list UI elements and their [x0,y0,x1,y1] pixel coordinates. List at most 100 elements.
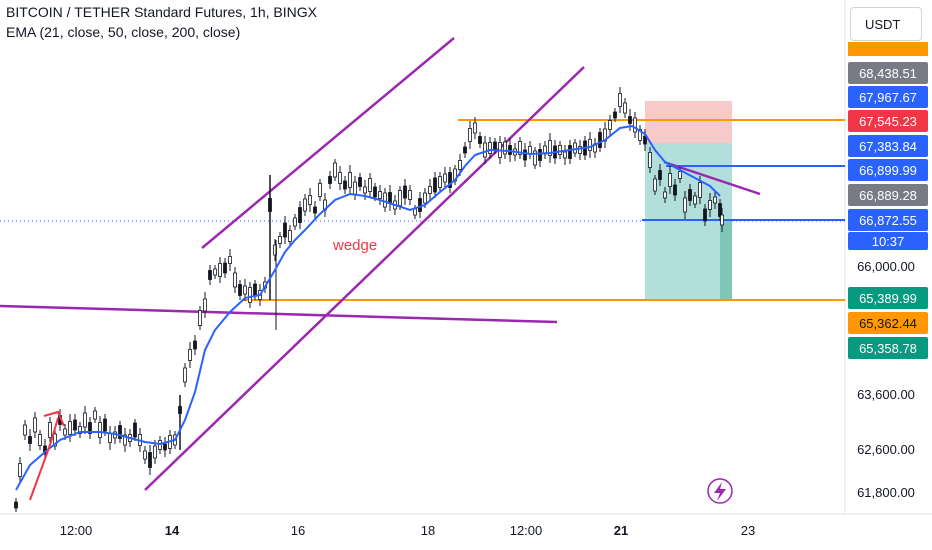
candle-body [718,203,722,217]
candle-body [463,146,467,154]
candle-body [683,197,687,213]
x-tick-label: 12:00 [60,523,93,538]
price-label-text: 67,967.67 [859,90,917,105]
candle-body [548,140,552,156]
candle-body [14,501,18,509]
candle-body [88,422,92,434]
candle-body [703,208,707,222]
candle-body [433,177,437,193]
candle-body [378,191,382,199]
candle-body [203,298,207,312]
candle-body [23,424,27,436]
candle-body [338,172,342,184]
candle-body [663,191,667,199]
price-label [848,135,928,157]
candle-body [573,142,577,154]
candle-body [720,214,724,226]
candle-body [623,102,627,114]
candle-body [418,198,422,212]
price-label-text: 65,389.99 [859,291,917,306]
candle-body [568,145,572,159]
candle-body [483,142,487,158]
candle-body [503,141,507,155]
channel-upper-line [201,37,455,249]
candle-body [408,190,412,200]
candle-body [608,120,612,130]
candle-body [108,433,112,443]
wedge-label: wedge [332,237,377,254]
candle-body [523,149,527,161]
currency-button[interactable]: USDT [850,7,922,41]
candle-body [283,222,287,238]
candle-body [423,192,427,204]
price-label [848,110,928,132]
candle-body [368,178,372,192]
candle-body [443,173,447,183]
candle-body [308,195,312,205]
candle-body [633,117,637,133]
price-label-text: 65,358.78 [859,341,917,356]
ema-line [15,124,721,491]
candle-body [638,129,642,141]
candle-body [658,170,662,180]
candle-body [403,185,407,199]
candle-body [333,162,337,178]
x-tick-label: 18 [421,523,435,538]
candle-body [668,173,672,187]
candle-body [293,217,297,227]
price-label-text: 67,383.84 [859,139,917,154]
candle-body [288,230,292,242]
candle-body [363,186,367,194]
candle-body [628,116,632,124]
stop-loss-zone [645,101,732,143]
red-arrow-head [43,410,65,427]
candle-body [693,195,697,205]
candle-body [248,287,252,303]
candle-body [253,283,257,297]
candle-body [538,149,542,161]
candle-body [343,180,347,190]
candle-body [83,412,87,428]
candle-body [643,135,647,145]
candle-body [698,182,702,198]
candle-body [183,367,187,383]
price-label [848,184,928,206]
target-progress-zone [720,221,732,301]
indicator-legend[interactable]: EMA (21, close, 50, close, 200, close) [6,24,241,40]
candle-body [233,272,237,288]
candle-body [383,192,387,208]
candle-body [208,270,212,280]
price-label [848,159,928,181]
candle-body [33,417,37,433]
candle-body [328,176,332,184]
candle-body [73,419,77,431]
candle-body [458,160,462,170]
candle-body [223,262,227,274]
candle-body [578,146,582,154]
candle-body [468,128,472,142]
candle-body [193,340,197,350]
candle-body [123,434,127,446]
candle-body [438,176,442,188]
price-label [848,312,928,334]
price-label-text: 66,899.99 [859,163,917,178]
candle-body [413,208,417,216]
price-label [848,287,928,309]
x-tick-label: 21 [614,523,628,538]
candle-body [153,445,157,459]
candle-body [388,192,392,204]
candle-body [478,136,482,144]
candle-body [448,172,452,188]
horizontal-trend-line [0,304,558,324]
candle-body [228,256,232,264]
candle-body [528,146,532,154]
candle-body [98,422,102,438]
price-label-text: 67,545.23 [859,114,917,129]
candle-body [38,434,42,446]
candle-body [238,284,242,296]
candle-body [653,178,657,192]
y-tick-label: 62,600.00 [857,442,915,457]
candle-body [68,421,72,435]
candle-body [558,145,562,155]
